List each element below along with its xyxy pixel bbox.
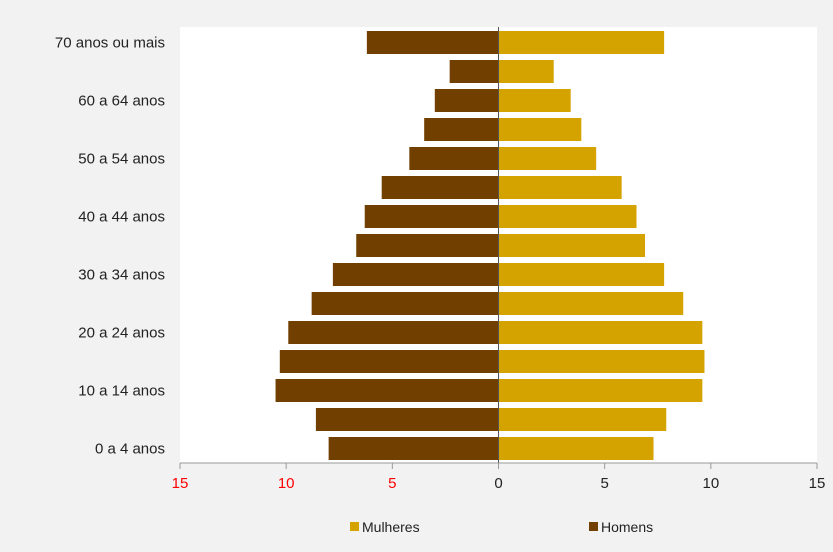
- bar-homens-2: [275, 379, 499, 402]
- bar-mulheres-6: [498, 263, 665, 286]
- y-category-label-2: 20 a 24 anos: [78, 325, 165, 342]
- y-category-label-6: 60 a 64 anos: [78, 93, 165, 110]
- legend-swatch-homens: [589, 522, 598, 531]
- y-category-label-5: 50 a 54 anos: [78, 151, 165, 168]
- x-tick-label-4: 5: [600, 475, 608, 492]
- y-category-label-7: 70 anos ou mais: [55, 35, 165, 52]
- x-tick-label-5: 10: [702, 475, 719, 492]
- y-category-label-1: 10 a 14 anos: [78, 383, 165, 400]
- bar-homens-4: [288, 321, 499, 344]
- y-category-label-4: 40 a 44 anos: [78, 209, 165, 226]
- bar-mulheres-10: [498, 147, 597, 170]
- x-tick-label-0: 15: [172, 475, 189, 492]
- bar-homens-8: [364, 205, 499, 228]
- y-category-label-0: 0 a 4 anos: [95, 441, 165, 458]
- bar-mulheres-3: [498, 350, 705, 373]
- bar-mulheres-9: [498, 176, 622, 199]
- bar-mulheres-1: [498, 408, 667, 431]
- legend-label-homens: Homens: [601, 519, 653, 535]
- bar-mulheres-7: [498, 234, 646, 257]
- bar-mulheres-0: [498, 437, 654, 460]
- bar-homens-0: [328, 437, 499, 460]
- bar-homens-9: [381, 176, 499, 199]
- legend-label-mulheres: Mulheres: [362, 519, 420, 535]
- legend-swatch-mulheres: [350, 522, 359, 531]
- bar-mulheres-4: [498, 321, 703, 344]
- bar-homens-13: [449, 60, 499, 83]
- y-category-label-3: 30 a 34 anos: [78, 267, 165, 284]
- bar-homens-1: [315, 408, 499, 431]
- bar-homens-6: [332, 263, 499, 286]
- bar-homens-11: [424, 118, 499, 141]
- bar-homens-3: [279, 350, 499, 373]
- bar-homens-5: [311, 292, 499, 315]
- bar-mulheres-11: [498, 118, 582, 141]
- bar-homens-12: [434, 89, 499, 112]
- x-tick-label-6: 15: [809, 475, 826, 492]
- x-tick-label-1: 10: [278, 475, 295, 492]
- bar-mulheres-12: [498, 89, 571, 112]
- bar-mulheres-14: [498, 31, 665, 54]
- bar-mulheres-8: [498, 205, 637, 228]
- bar-homens-14: [366, 31, 499, 54]
- bar-homens-10: [409, 147, 499, 170]
- bar-mulheres-5: [498, 292, 684, 315]
- bar-mulheres-2: [498, 379, 703, 402]
- x-tick-label-3: 0: [494, 475, 502, 492]
- bar-homens-7: [356, 234, 499, 257]
- bar-mulheres-13: [498, 60, 554, 83]
- x-tick-label-2: 5: [388, 475, 396, 492]
